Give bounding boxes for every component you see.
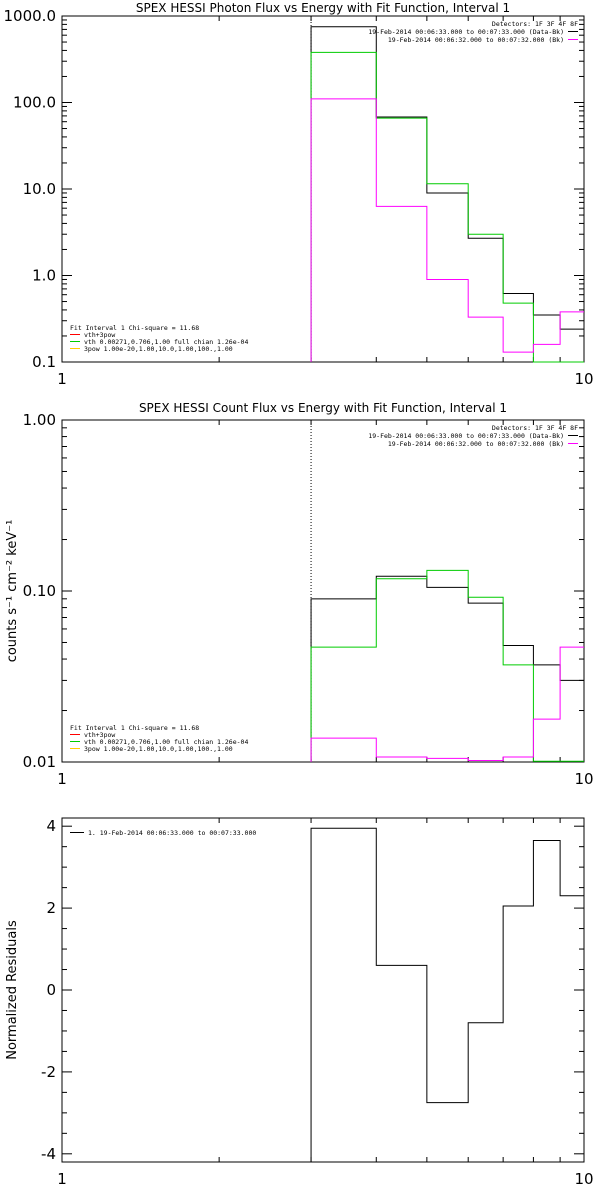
panel1-fit-legend-header: Fit Interval 1 Chi-square = 11.68 <box>70 324 199 332</box>
panel1-x-tick-label: 1 <box>57 370 67 388</box>
panel3-x-tick-label: 10 <box>574 1170 593 1188</box>
panel1-y-tick-label: 1000.0 <box>4 7 57 25</box>
panel2-fit-legend-text: 3pow 1.00e-20,1.00,10.0,1.00,100.,1.00 <box>84 745 233 753</box>
panel3-y-tick-label: 2 <box>46 899 56 917</box>
panel2-y-tick-label: 0.01 <box>23 753 56 771</box>
panel2-legend-entry-text: 19-Feb-2014 00:06:33.000 to 00:07:33.000… <box>368 432 564 440</box>
panel1-x-tick-label: 10 <box>574 370 593 388</box>
panel3-y-tick-label: 4 <box>46 817 56 835</box>
panel3-axes-frame <box>61 817 585 1163</box>
panel2-x-tick-label: 10 <box>574 770 593 788</box>
panel2-y-tick-label: 0.10 <box>23 582 56 600</box>
panel1-y-tick-label: 1.0 <box>32 267 56 285</box>
panel1-fit-legend-text: vth 0.00271,0.706,1.00 full chian 1.26e-… <box>84 338 248 346</box>
panel2-legend-header: Detectors: 1F 3F 4F 8F <box>492 424 578 432</box>
panel1-legend-header: Detectors: 1F 3F 4F 8F <box>492 20 578 28</box>
panel1-legend-entry-text: 19-Feb-2014 00:06:32.000 to 00:07:32.000… <box>388 36 564 44</box>
panel2-ylabel: counts s⁻¹ cm⁻² keV⁻¹ <box>5 520 20 663</box>
panel1-fit-legend-text: vth+3pow <box>84 331 115 339</box>
panel1-y-tick-label: 0.1 <box>32 353 56 371</box>
panel1-title: SPEX HESSI Photon Flux vs Energy with Fi… <box>136 1 510 15</box>
panel1-axes-frame <box>61 15 585 363</box>
panel1-series-data <box>310 26 584 362</box>
panel2-series-data <box>310 575 584 762</box>
panel2-x-tick-label: 1 <box>57 770 67 788</box>
panel3-y-tick-label: -4 <box>41 1145 56 1163</box>
panel1-legend-entry-text: 19-Feb-2014 00:06:33.000 to 00:07:33.000… <box>368 28 564 36</box>
panel1-y-tick-label: 100.0 <box>13 94 56 112</box>
panel1-series-background <box>310 98 584 362</box>
panel2-legend-entry-text: 19-Feb-2014 00:06:32.000 to 00:07:32.000… <box>388 440 564 448</box>
panel3-y-tick-label: 0 <box>46 981 56 999</box>
panel2-fit-legend-text: vth+3pow <box>84 731 115 739</box>
panel3-ylabel: Normalized Residuals <box>5 920 20 1060</box>
panel2-y-tick-label: 1.00 <box>23 411 56 429</box>
panel2-series-background <box>310 646 584 762</box>
panel2-fit-legend-text: vth 0.00271,0.706,1.00 full chian 1.26e-… <box>84 738 248 746</box>
panel3-series-residuals <box>310 827 584 1162</box>
panel3-legend-entry-text: 1. 19-Feb-2014 00:06:33.000 to 00:07:33.… <box>88 829 256 837</box>
panel2-axes-frame <box>61 419 585 763</box>
panel3-y-tick-label: -2 <box>41 1063 56 1081</box>
panel2-fit-legend-header: Fit Interval 1 Chi-square = 11.68 <box>70 724 199 732</box>
panel3-x-tick-label: 1 <box>57 1170 67 1188</box>
panel1-y-tick-label: 10.0 <box>23 180 56 198</box>
panel2-title: SPEX HESSI Count Flux vs Energy with Fit… <box>139 401 507 415</box>
panel1-fit-legend-text: 3pow 1.00e-20,1.00,10.0,1.00,100.,1.00 <box>84 345 233 353</box>
